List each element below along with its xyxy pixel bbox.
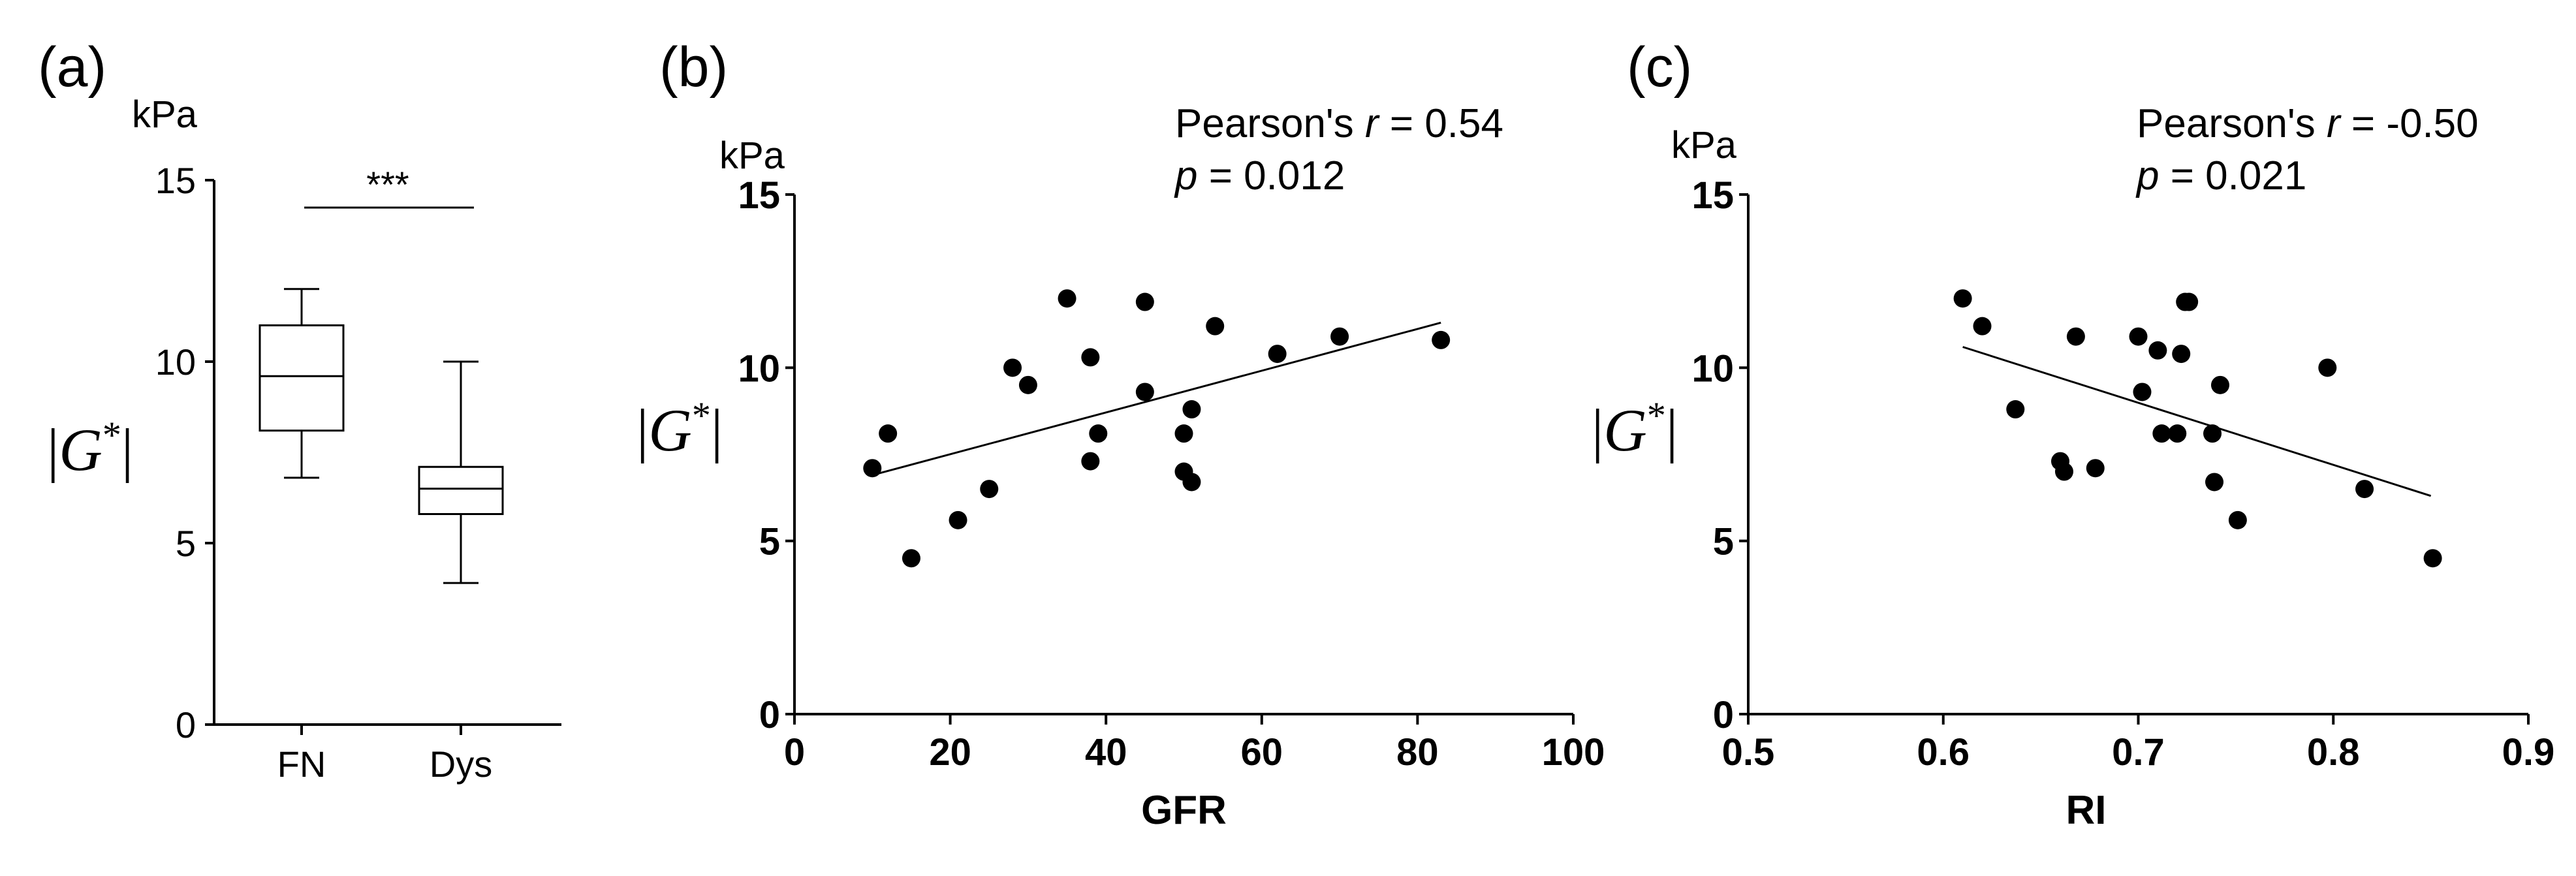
panel-c: (c) kPa |G*| Pearson's r = -0.50 p = 0.021 0 5… (1592, 36, 2554, 833)
data-point (2152, 424, 2171, 443)
data-point (1003, 358, 1022, 377)
box-dys (418, 360, 504, 584)
box-iqr (418, 465, 504, 516)
data-point (863, 459, 882, 478)
pearson-r-label: Pearson's r = 0.54 (1175, 101, 1503, 146)
panel-a: (a) kPa |G*| 0 5 10 15 FN Dys *** (38, 36, 561, 785)
x-tick-label: 100 (1542, 731, 1605, 774)
y-tick-label: 5 (1713, 521, 1734, 563)
panel-label: (c) (1627, 36, 1692, 99)
box-fn (259, 288, 345, 479)
box-iqr (259, 324, 345, 432)
data-point (1089, 424, 1108, 443)
data-point (2172, 345, 2191, 364)
data-point (2086, 459, 2105, 478)
data-point (2180, 292, 2199, 311)
panel-label: (a) (38, 36, 106, 99)
x-tick-label: FN (277, 743, 326, 785)
y-tick-label: 5 (759, 521, 780, 563)
panel-b: (b) kPa |G*| Pearson's r = 0.54 p = 0.012 0 5 1… (636, 36, 1605, 833)
data-point (1973, 317, 1992, 336)
data-point (1206, 317, 1225, 336)
panel-label: (b) (659, 36, 728, 99)
data-point (2133, 383, 2152, 401)
y-tick-label: 15 (155, 160, 196, 201)
data-point (2203, 424, 2222, 443)
data-point (1268, 345, 1287, 364)
data-point (1018, 375, 1037, 394)
data-point (1135, 383, 1154, 401)
data-point (2210, 375, 2229, 394)
data-point (1330, 327, 1349, 346)
y-tick-label: 0 (176, 704, 196, 745)
y-tick-label: 0 (759, 694, 780, 736)
y-tick-label: 10 (1691, 347, 1734, 390)
data-point (1432, 330, 1451, 349)
regression-line (872, 321, 1441, 477)
regression-line (1962, 346, 2432, 497)
x-tick-label: 20 (929, 731, 971, 774)
y-tick-label: 10 (155, 341, 196, 383)
x-tick-label: 0.8 (2307, 731, 2360, 774)
p-value-label: p = 0.012 (1174, 153, 1345, 198)
data-point (2148, 341, 2167, 360)
y-axis-label: |G*| (1592, 394, 1678, 463)
y-axis-label: |G*| (636, 394, 723, 463)
pearson-r-label: Pearson's r = -0.50 (2137, 101, 2479, 146)
y-tick-label: 15 (1691, 174, 1734, 217)
y-tick-label: 5 (176, 523, 196, 564)
p-value-label: p = 0.021 (2135, 153, 2306, 198)
data-point (2168, 424, 2187, 443)
data-point (2205, 473, 2224, 492)
y-tick-label: 0 (1713, 694, 1734, 736)
data-point (1953, 289, 1972, 308)
x-tick-label: 0.6 (1917, 731, 1970, 774)
data-point (902, 549, 920, 568)
data-point (1135, 292, 1154, 311)
data-point (1182, 473, 1201, 492)
data-point (2318, 358, 2337, 377)
data-point (1174, 424, 1193, 443)
data-point (980, 480, 999, 499)
y-unit-label: kPa (132, 93, 198, 136)
x-tick-label: 0.5 (1722, 731, 1775, 774)
data-point (2423, 549, 2442, 568)
data-point (2355, 480, 2374, 499)
x-tick-label: 60 (1241, 731, 1283, 774)
data-point (1081, 348, 1100, 367)
data-point (2129, 327, 2148, 346)
y-tick-label: 15 (738, 174, 780, 217)
data-points (863, 289, 1451, 568)
y-unit-label: kPa (719, 134, 785, 177)
data-point (2066, 327, 2085, 346)
y-axis-label: |G*| (47, 414, 133, 483)
data-points (1953, 289, 2442, 568)
data-point (2006, 400, 2025, 419)
x-tick-label: 0 (784, 731, 805, 774)
x-axis-label: RI (2066, 788, 2107, 833)
x-tick-label: 0.7 (2112, 731, 2165, 774)
data-point (1182, 400, 1201, 419)
data-point (1058, 289, 1076, 308)
y-unit-label: kPa (1671, 124, 1737, 166)
data-point (2228, 510, 2247, 529)
x-tick-label: Dys (430, 743, 492, 785)
data-point (879, 424, 898, 443)
data-point (2054, 462, 2073, 481)
x-axis-label: GFR (1141, 788, 1227, 833)
x-tick-label: 40 (1085, 731, 1127, 774)
x-tick-label: 80 (1396, 731, 1439, 774)
significance-label: *** (366, 164, 409, 205)
y-tick-label: 10 (738, 347, 780, 390)
data-point (1081, 452, 1100, 471)
x-tick-label: 0.9 (2502, 731, 2555, 774)
data-point (949, 510, 967, 529)
